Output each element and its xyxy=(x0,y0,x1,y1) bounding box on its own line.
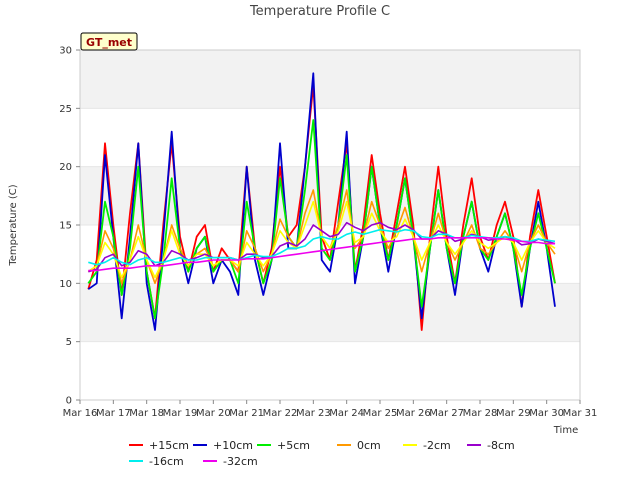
legend-item: -2cm xyxy=(403,439,451,452)
grid-band xyxy=(80,166,580,225)
x-tick-label: Mar 24 xyxy=(329,408,364,419)
legend-label: +5cm xyxy=(277,439,310,452)
legend-item: +10cm xyxy=(193,439,253,452)
series-line-16cm xyxy=(88,228,556,266)
x-tick-label: Mar 21 xyxy=(229,408,264,419)
x-tick-label: Mar 20 xyxy=(196,408,231,419)
grid-band xyxy=(80,50,580,109)
legend-item: +15cm xyxy=(129,439,189,452)
chart-title: Temperature Profile C xyxy=(249,4,390,19)
legend: +15cm +10cm +5cm 0cm -2cm -8cm -16cm -32cm xyxy=(129,439,515,468)
station-badge: GT_met xyxy=(80,32,138,51)
y-tick-label: 25 xyxy=(59,104,72,115)
y-tick-label: 20 xyxy=(59,162,72,173)
x-tick-label: Mar 25 xyxy=(363,408,398,419)
legend-label: +15cm xyxy=(149,439,189,452)
x-tick-label: Mar 19 xyxy=(163,408,198,419)
legend-label: +10cm xyxy=(213,439,253,452)
x-tick-label: Mar 23 xyxy=(296,408,331,419)
y-tick-label: 0 xyxy=(66,396,72,407)
x-tick-label: Mar 16 xyxy=(63,408,98,419)
legend-label: -32cm xyxy=(223,455,258,468)
x-tick-label: Mar 30 xyxy=(529,408,564,419)
legend-label: 0cm xyxy=(357,439,381,452)
x-tick-label: Mar 29 xyxy=(496,408,531,419)
x-axis-label: Time xyxy=(553,425,578,436)
x-tick-label: Mar 18 xyxy=(129,408,164,419)
legend-item: -8cm xyxy=(467,439,515,452)
legend-label: -16cm xyxy=(149,455,184,468)
legend-label: -8cm xyxy=(487,439,515,452)
series-line-32cm xyxy=(88,237,555,272)
station-badge-label: GT_met xyxy=(86,36,132,49)
y-tick-label: 10 xyxy=(59,279,72,290)
x-tick-label: Mar 22 xyxy=(263,408,298,419)
x-tick-label: Mar 26 xyxy=(396,408,431,419)
series-line-5cm xyxy=(87,119,556,320)
legend-item: -32cm xyxy=(203,455,258,468)
legend-label: -2cm xyxy=(423,439,451,452)
x-tick-label: Mar 31 xyxy=(563,408,598,419)
x-tick-label: Mar 17 xyxy=(96,408,131,419)
y-tick-label: 30 xyxy=(59,46,72,57)
y-tick-label: 15 xyxy=(59,221,72,232)
x-tick-label: Mar 27 xyxy=(429,408,464,419)
legend-item: +5cm xyxy=(257,439,310,452)
legend-item: -16cm xyxy=(129,455,184,468)
grid-band xyxy=(80,283,580,342)
legend-item: 0cm xyxy=(337,439,381,452)
y-axis-label: Temperature (C) xyxy=(8,184,19,266)
series-layer xyxy=(87,72,556,331)
x-tick-label: Mar 28 xyxy=(463,408,498,419)
y-tick-label: 5 xyxy=(66,337,72,348)
